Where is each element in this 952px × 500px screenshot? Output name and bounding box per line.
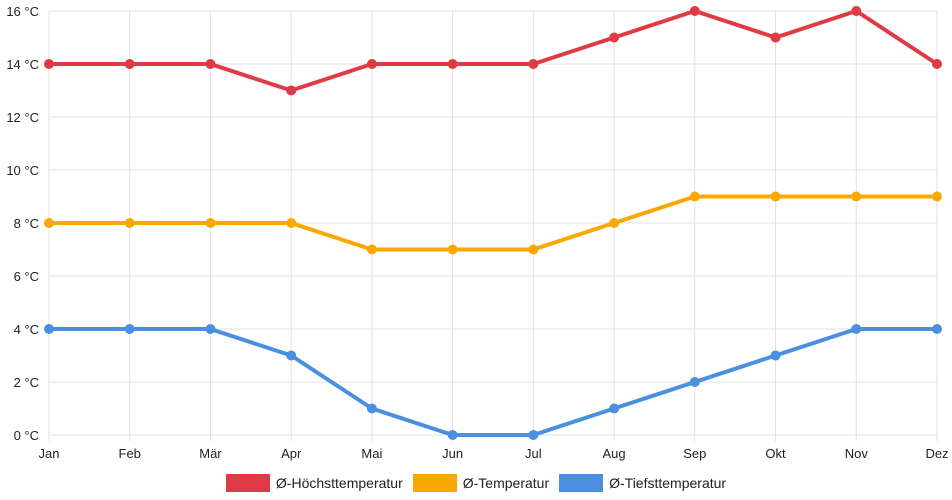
data-point	[44, 218, 54, 228]
y-tick-label: 16 °C	[6, 4, 39, 19]
data-point	[286, 350, 297, 361]
x-tick-label: Jun	[442, 446, 463, 461]
data-point	[689, 191, 700, 202]
series-line-2	[47, 327, 939, 437]
data-point	[770, 191, 781, 202]
data-point	[44, 59, 54, 69]
y-tick-label: 10 °C	[6, 163, 39, 178]
legend-item-hoechsttemperatur[interactable]: Ø-Höchsttemperatur	[225, 474, 403, 492]
data-point	[689, 6, 700, 16]
data-point	[851, 6, 862, 16]
x-tick-label: Sep	[683, 446, 706, 461]
x-tick-label: Aug	[603, 446, 626, 461]
data-point	[124, 218, 135, 228]
x-tick-label: Mai	[361, 446, 382, 461]
series-line-0	[47, 9, 939, 93]
data-point	[770, 32, 781, 43]
data-point	[124, 59, 135, 69]
axis-labels: 0 °C 2 °C 4 °C 6 °C 8 °C 10 °C 12 °C 14 °C 16 °C…	[6, 4, 948, 461]
legend: Ø-Höchsttemperatur Ø-Temperatur Ø-Tiefst…	[0, 470, 952, 496]
y-tick-label: 4 °C	[14, 322, 39, 337]
grid-lines	[48, 10, 938, 441]
legend-label: Ø-Temperatur	[462, 475, 550, 491]
data-point	[528, 430, 539, 440]
series-line-1	[47, 194, 939, 252]
data-point	[44, 324, 54, 334]
x-tick-label: Nov	[845, 446, 869, 461]
series-lines	[44, 6, 942, 440]
data-point	[286, 218, 297, 228]
legend-label: Ø-Tiefsttemperatur	[609, 475, 727, 491]
y-tick-label: 2 °C	[14, 375, 39, 390]
data-point	[528, 244, 539, 255]
legend-swatch	[559, 474, 604, 492]
data-point	[932, 59, 942, 69]
data-point	[609, 403, 620, 414]
data-point	[447, 430, 458, 440]
legend-swatch	[412, 474, 457, 492]
x-tick-label: Mär	[199, 446, 222, 461]
data-point	[205, 324, 216, 334]
data-point	[932, 324, 942, 334]
x-tick-label: Feb	[119, 446, 141, 461]
data-point	[770, 350, 781, 361]
data-point	[205, 218, 216, 228]
x-tick-label: Dez	[925, 446, 948, 461]
data-point	[851, 324, 862, 334]
y-tick-label: 8 °C	[14, 216, 39, 231]
y-tick-label: 0 °C	[14, 428, 39, 443]
data-point	[447, 244, 458, 255]
line-chart-plot: 0 °C 2 °C 4 °C 6 °C 8 °C 10 °C 12 °C 14 °C 16 °C…	[6, 4, 948, 461]
data-point	[609, 218, 620, 228]
data-point	[124, 324, 135, 334]
data-point	[932, 191, 942, 202]
x-tick-label: Jan	[39, 446, 60, 461]
data-point	[205, 59, 216, 69]
x-tick-label: Apr	[281, 446, 302, 461]
legend-item-tiefsttemperatur[interactable]: Ø-Tiefsttemperatur	[559, 474, 726, 492]
data-point	[447, 59, 458, 69]
data-point	[609, 32, 620, 43]
data-point	[286, 85, 297, 96]
x-tick-label: Jul	[525, 446, 542, 461]
y-tick-label: 14 °C	[6, 57, 39, 72]
data-point	[366, 59, 377, 69]
data-point	[528, 59, 539, 69]
data-point	[366, 403, 377, 414]
legend-label: Ø-Höchsttemperatur	[275, 475, 403, 491]
data-point	[366, 244, 377, 255]
data-point	[689, 377, 700, 387]
x-tick-label: Okt	[765, 446, 786, 461]
data-point	[851, 191, 862, 202]
legend-swatch	[225, 474, 270, 492]
legend-item-temperatur[interactable]: Ø-Temperatur	[412, 474, 550, 492]
y-tick-label: 12 °C	[6, 110, 39, 125]
y-tick-label: 6 °C	[14, 269, 39, 284]
